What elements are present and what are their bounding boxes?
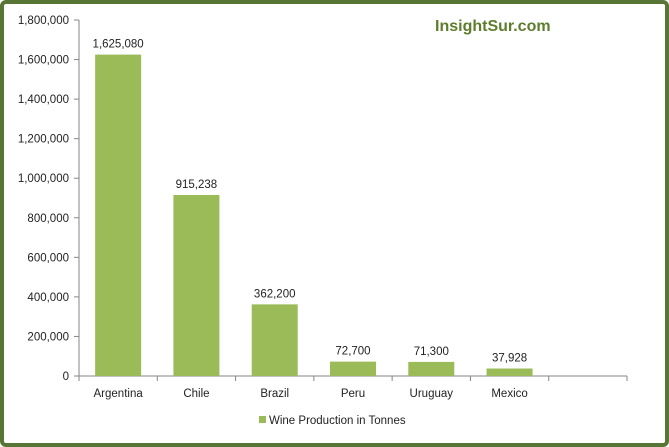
- y-tick-label: 200,000: [27, 331, 69, 343]
- y-tick-label: 1,200,000: [18, 134, 69, 146]
- legend: Wine Production in Tonnes: [259, 415, 406, 427]
- y-tick-label: 1,400,000: [18, 94, 69, 106]
- bar: [408, 361, 455, 376]
- brand-watermark: InsightSur.com: [435, 18, 551, 35]
- x-tick-label: Chile: [183, 388, 209, 400]
- legend-swatch: [259, 416, 266, 423]
- x-tick-label: Uruguay: [410, 388, 454, 400]
- bar-series: [95, 54, 533, 377]
- bar: [486, 368, 533, 376]
- x-axis: [78, 375, 628, 381]
- y-tick-label: 400,000: [27, 292, 69, 304]
- y-tick-label: 1,000,000: [18, 173, 69, 185]
- y-tick-label: 1,800,000: [18, 15, 69, 27]
- x-tick-label: Peru: [341, 388, 365, 400]
- bar: [95, 54, 142, 377]
- data-labels: 1,625,080 915,238 362,200 72,700 71,300 37,92…: [93, 39, 528, 365]
- y-tick-label: 600,000: [27, 252, 69, 264]
- data-label: 71,300: [414, 346, 449, 358]
- data-label: 1,625,080: [93, 39, 144, 51]
- data-label: 362,200: [254, 288, 296, 300]
- y-tick-label: 1,600,000: [18, 55, 69, 67]
- y-axis: 0 200,000 400,000 600,000 800,000 1,000,000 1,…: [18, 15, 80, 383]
- data-label: 915,238: [176, 179, 218, 191]
- bar: [251, 304, 298, 376]
- y-tick-label: 800,000: [27, 213, 69, 225]
- x-tick-label: Mexico: [491, 388, 527, 400]
- category-labels: Argentina Chile Brazil Peru Uruguay Mexico: [94, 388, 528, 400]
- data-label: 37,928: [492, 352, 527, 364]
- x-tick-label: Brazil: [260, 388, 289, 400]
- bar: [330, 361, 376, 376]
- data-label: 72,700: [335, 346, 370, 358]
- x-tick-label: Argentina: [94, 388, 144, 400]
- bar: [173, 194, 220, 376]
- y-tick-label: 0: [63, 371, 69, 383]
- legend-label: Wine Production in Tonnes: [269, 415, 406, 427]
